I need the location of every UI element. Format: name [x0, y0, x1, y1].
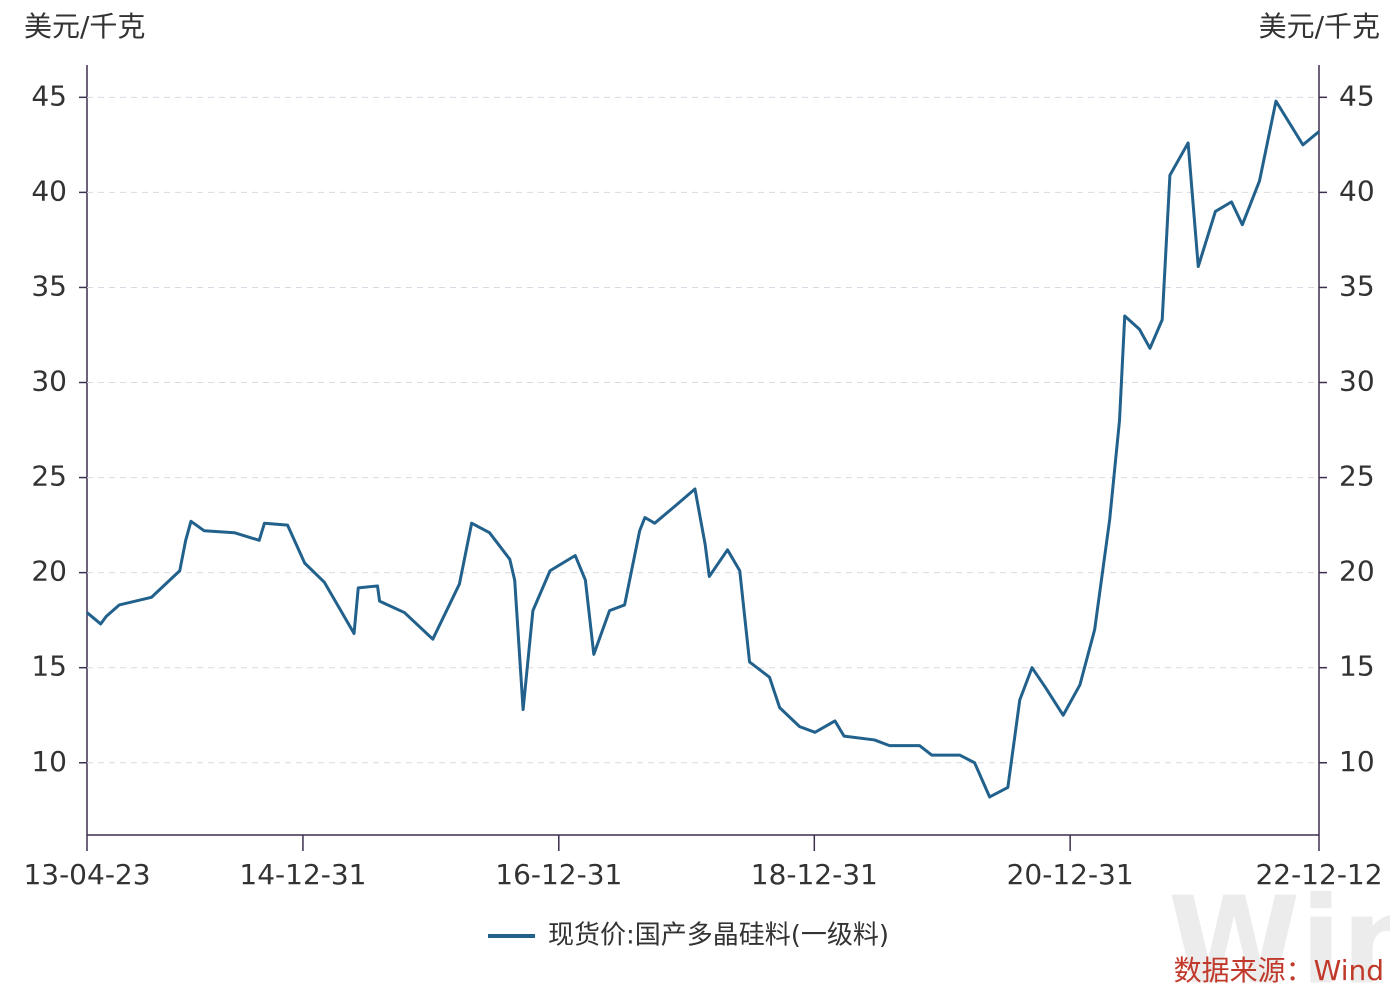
y-tick-label: 40 [31, 174, 67, 207]
y-tick-label: 10 [31, 745, 67, 778]
y2-tick-label: 20 [1339, 555, 1375, 588]
data-line [86, 99, 1320, 799]
y-tick-label: 25 [31, 460, 67, 493]
y-tick-label: 30 [31, 365, 67, 398]
y2-tick-label: 40 [1339, 174, 1375, 207]
x-tick-label: 14-12-31 [239, 858, 366, 891]
x-tick-label: 22-12-12 [1255, 858, 1382, 891]
y-tick-label: 20 [31, 555, 67, 588]
y2-tick-label: 15 [1339, 650, 1375, 683]
legend-label: 现货价:国产多晶硅料(一级料) [548, 921, 889, 951]
y2-tick-label: 45 [1339, 79, 1375, 112]
x-tick-label: 20-12-31 [1007, 858, 1134, 891]
y-tick-label: 15 [31, 650, 67, 683]
x-tick-label: 18-12-31 [751, 858, 878, 891]
y2-tick-label: 25 [1339, 460, 1375, 493]
x-tick-label: 13-04-23 [23, 858, 150, 891]
x-tick-label: 16-12-31 [495, 858, 622, 891]
y2-tick-label: 35 [1339, 269, 1375, 302]
y2-axis-label: 美元/千克 [1259, 10, 1380, 43]
y-axis-label: 美元/千克 [24, 10, 145, 43]
y-tick-label: 45 [31, 79, 67, 112]
y-tick-label: 35 [31, 269, 67, 302]
watermark: Wind [1168, 873, 1390, 996]
y2-tick-label: 30 [1339, 365, 1375, 398]
y2-tick-label: 10 [1339, 745, 1375, 778]
source-note: 数据来源：Wind [1174, 954, 1384, 987]
